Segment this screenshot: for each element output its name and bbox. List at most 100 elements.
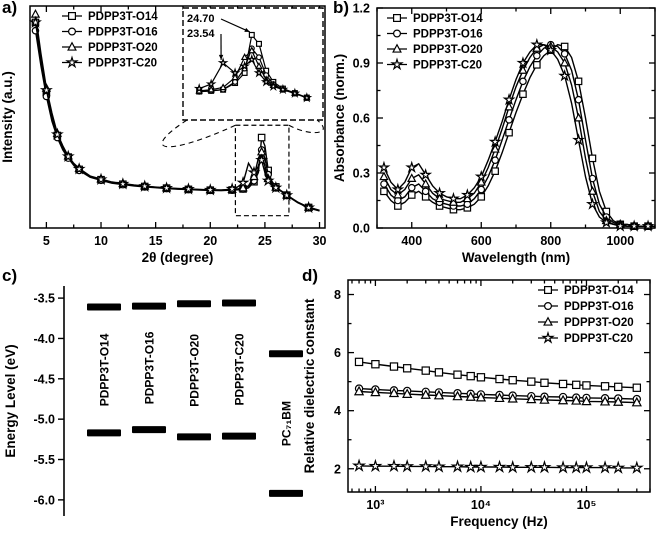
lumo-level — [177, 300, 211, 308]
svg-text:5: 5 — [43, 234, 50, 248]
svg-text:15: 15 — [149, 234, 163, 248]
zoom-region — [161, 119, 324, 217]
svg-text:PDPP3T-O14: PDPP3T-O14 — [413, 13, 483, 25]
svg-text:PDPP3T-C20: PDPP3T-C20 — [88, 58, 157, 70]
svg-text:10³: 10³ — [366, 498, 384, 512]
series-PDPP3T-O20 — [353, 385, 642, 407]
y-axis: 0.0 0.3 0.6 0.9 1.2 Absorbance (norm.) — [332, 2, 655, 236]
svg-text:6: 6 — [334, 346, 341, 360]
plot-frame — [347, 279, 651, 493]
legend: PDPP3T-O14 PDPP3T-O16 PDPP3T-O20 PDPP3T-C20 — [62, 11, 158, 70]
energy-levels-5: PC₇₁BM — [269, 350, 303, 497]
svg-text:PDPP3T-O20: PDPP3T-O20 — [413, 44, 483, 56]
absorbance-chart: 400 600 800 1000 Wavelength (nm) 0.0 0.3 0.6 0.9… — [332, 2, 656, 265]
svg-text:-6.0: -6.0 — [33, 493, 55, 507]
homo-level — [269, 489, 303, 497]
svg-text:-4.0: -4.0 — [33, 332, 55, 346]
energy-levels-3: PDPP3T-O20 — [177, 300, 211, 441]
energy-levels-4: PDPP3T-C20 — [222, 299, 256, 440]
homo-level — [87, 429, 121, 437]
svg-text:PC₇₁BM: PC₇₁BM — [280, 401, 294, 446]
xrd-inset: 24.70 23.54 — [182, 7, 324, 121]
series-PDPP3T-C20 — [28, 15, 320, 214]
svg-text:1.2: 1.2 — [353, 2, 370, 16]
svg-text:Frequency (Hz): Frequency (Hz) — [450, 514, 548, 529]
svg-text:600: 600 — [471, 234, 492, 248]
lumo-level — [222, 299, 256, 307]
svg-text:4: 4 — [334, 404, 341, 418]
svg-text:PDPP3T-O20: PDPP3T-O20 — [88, 42, 158, 54]
series-PDPP3T-C20 — [351, 458, 644, 474]
x-axis: 400 600 800 1000 Wavelength (nm) — [376, 8, 656, 265]
panel-b-absorbance: b) 400 600 800 1000 Wavelength (nm) 0.0 0.3 0.6… — [331, 0, 662, 268]
svg-text:0.0: 0.0 — [353, 222, 370, 236]
svg-text:PDPP3T-C20: PDPP3T-C20 — [233, 333, 247, 405]
svg-text:0.9: 0.9 — [353, 57, 370, 71]
svg-text:24.70: 24.70 — [187, 13, 215, 25]
svg-text:800: 800 — [540, 234, 561, 248]
panel-c-energy-levels: c) -3.5 -4.0 -4.5 -5.0 -5.5 -6.0 Energy Level … — [0, 266, 303, 538]
plot-frame — [376, 7, 656, 229]
svg-text:10⁵: 10⁵ — [577, 498, 597, 512]
panel-label-c: c) — [2, 266, 18, 285]
lumo-level — [87, 303, 121, 311]
panel-label-d: d) — [302, 266, 319, 285]
dielectric-chart: 10³ 10⁴ 10⁵ Frequency (Hz) 2 4 6 8 Relative diel… — [302, 279, 651, 529]
svg-text:0.3: 0.3 — [353, 167, 370, 181]
svg-text:0.6: 0.6 — [353, 112, 370, 126]
panel-label-a: a) — [2, 0, 18, 17]
legend: PDPP3T-O14 PDPP3T-O16 PDPP3T-O20 PDPP3T-C20 — [387, 13, 483, 72]
svg-text:10⁴: 10⁴ — [471, 498, 491, 512]
svg-text:30: 30 — [313, 234, 327, 248]
svg-text:PDPP3T-O14: PDPP3T-O14 — [98, 333, 112, 406]
svg-text:400: 400 — [401, 234, 422, 248]
y-axis: -3.5 -4.0 -4.5 -5.0 -5.5 -6.0 Energy Level (eV… — [3, 286, 65, 516]
svg-text:Relative dielectric constant: Relative dielectric constant — [302, 298, 317, 473]
svg-text:2θ (degree): 2θ (degree) — [142, 250, 214, 265]
panel-label-b: b) — [333, 0, 350, 17]
energy-levels-2: PDPP3T-O16 — [132, 302, 166, 434]
svg-text:-3.5: -3.5 — [33, 292, 55, 306]
homo-level — [177, 433, 211, 441]
svg-text:2: 2 — [334, 462, 341, 476]
svg-text:PDPP3T-O16: PDPP3T-O16 — [88, 27, 158, 39]
svg-text:10: 10 — [94, 234, 108, 248]
svg-text:Wavelength (nm): Wavelength (nm) — [462, 250, 570, 265]
svg-text:Intensity (a.u.): Intensity (a.u.) — [0, 71, 15, 163]
xrd-chart: 5 10 15 20 25 30 2θ (degree) Intensity (a.u.) PD… — [0, 5, 327, 265]
svg-text:PDPP3T-C20: PDPP3T-C20 — [564, 333, 633, 345]
svg-text:PDPP3T-O16: PDPP3T-O16 — [413, 29, 483, 41]
plot-frame — [29, 5, 326, 229]
svg-text:-5.0: -5.0 — [33, 413, 55, 427]
y-axis: 2 4 6 8 Relative dielectric constant — [302, 288, 650, 476]
svg-text:PDPP3T-O20: PDPP3T-O20 — [188, 334, 202, 407]
svg-text:Energy Level (eV): Energy Level (eV) — [3, 344, 18, 457]
energy-level-diagram: -3.5 -4.0 -4.5 -5.0 -5.5 -6.0 Energy Level (eV… — [3, 286, 303, 516]
series-PDPP3T-C20 — [377, 37, 655, 232]
energy-levels-1: PDPP3T-O14 — [87, 303, 121, 437]
legend: PDPP3T-O14 PDPP3T-O16 PDPP3T-O20 PDPP3T-C20 — [538, 285, 634, 345]
panel-a-xrd: a) 5 10 15 20 25 30 2θ (degree) Intensity (a.u.… — [0, 0, 331, 268]
svg-text:8: 8 — [334, 288, 341, 302]
svg-text:PDPP3T-O20: PDPP3T-O20 — [564, 317, 634, 329]
svg-text:PDPP3T-O14: PDPP3T-O14 — [564, 285, 634, 297]
panel-d-dielectric: d) 10³ 10⁴ 10⁵ Frequency (Hz) 2 4 6 8 Relative d… — [300, 266, 662, 538]
series-PDPP3T-O16 — [380, 40, 655, 230]
lumo-level — [269, 350, 303, 358]
svg-text:Absorbance (norm.): Absorbance (norm.) — [332, 54, 347, 182]
y-axis: Intensity (a.u.) — [0, 71, 15, 163]
homo-level — [222, 432, 256, 440]
svg-text:-4.5: -4.5 — [33, 372, 55, 386]
svg-text:20: 20 — [203, 234, 217, 248]
svg-text:1000: 1000 — [606, 234, 634, 248]
svg-text:-5.5: -5.5 — [33, 453, 55, 467]
svg-text:PDPP3T-O14: PDPP3T-O14 — [88, 11, 158, 23]
svg-text:PDPP3T-O16: PDPP3T-O16 — [564, 301, 634, 313]
svg-text:PDPP3T-C20: PDPP3T-C20 — [413, 60, 482, 72]
svg-text:25: 25 — [258, 234, 272, 248]
svg-text:23.54: 23.54 — [187, 28, 215, 40]
x-axis: 10³ 10⁴ 10⁵ Frequency (Hz) — [351, 280, 651, 529]
series-PDPP3T-O14 — [354, 357, 642, 392]
homo-level — [132, 426, 166, 434]
